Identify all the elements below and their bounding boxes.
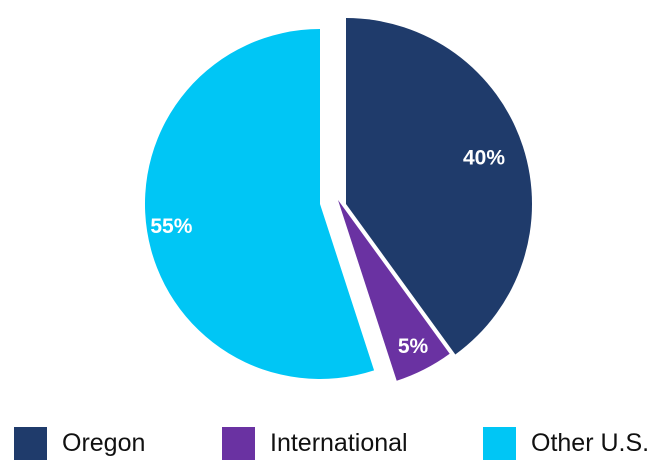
legend: Oregon International Other U.S. [14, 427, 649, 460]
pie-slice-international [338, 200, 450, 381]
legend-swatch-other-u-s [483, 427, 516, 460]
slice-label-other-u-s: 55% [150, 215, 192, 238]
pie-slice-other-u-s [144, 29, 375, 379]
slice-label-international: 5% [398, 335, 429, 358]
legend-label-international: International [270, 429, 408, 457]
legend-label-other-u-s: Other U.S. [531, 429, 649, 457]
legend-swatch-oregon [14, 427, 47, 460]
slice-labels: 40% 5% 55% [150, 147, 505, 358]
pie-slices [144, 18, 533, 381]
slice-label-oregon: 40% [463, 147, 505, 170]
legend-label-oregon: Oregon [62, 429, 145, 457]
pie-slice-oregon [346, 18, 533, 355]
legend-swatch-international [222, 427, 255, 460]
